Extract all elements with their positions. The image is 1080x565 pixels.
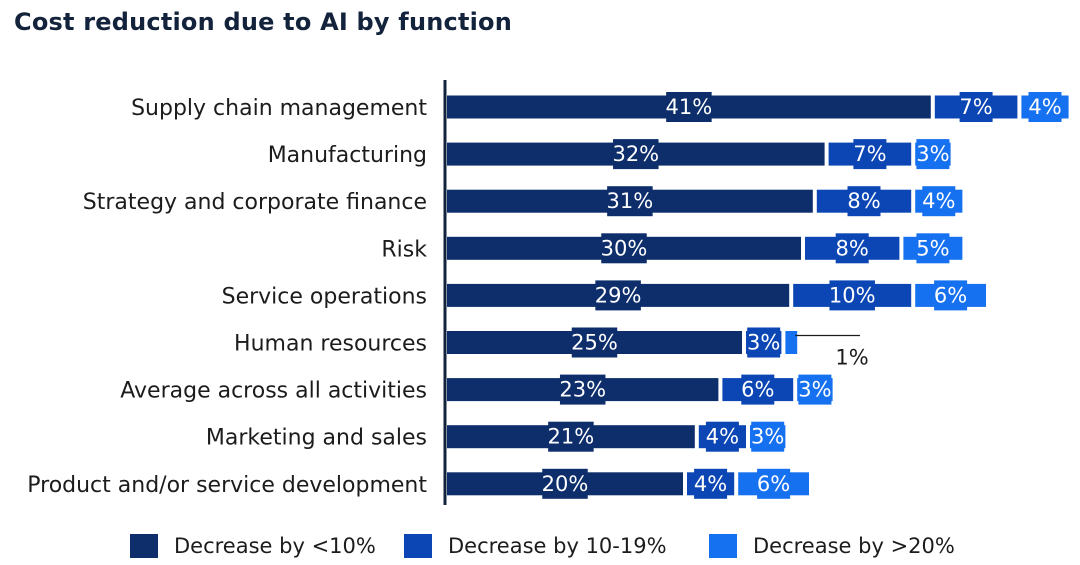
data-label-box-risk-series-3 — [916, 233, 950, 264]
bar-human-resources-series-3 — [785, 331, 798, 354]
data-label-box-manufacturing-series-3 — [916, 139, 950, 170]
data-label-box-supply-chain-management-series-3 — [1028, 92, 1062, 122]
data-label-box-risk-series-2 — [835, 233, 869, 264]
data-label-box-strategy-and-corporate-finance-series-3 — [922, 186, 956, 217]
category-label-product-and-or-service-development: Product and/or service development — [27, 473, 427, 498]
data-label-box-human-resources-series-2 — [747, 327, 781, 358]
legend-item-3: Decrease by >20% — [709, 534, 955, 558]
data-label-box-human-resources-series-1 — [571, 327, 618, 358]
data-label-manufacturing-series-2: 7% — [853, 142, 886, 166]
data-label-box-strategy-and-corporate-finance-series-1 — [607, 186, 653, 217]
data-label-box-marketing-and-sales-series-3 — [751, 421, 785, 452]
legend-swatch-1 — [130, 534, 158, 558]
category-label-marketing-and-sales: Marketing and sales — [206, 426, 427, 451]
legend-swatch-3 — [709, 534, 737, 558]
data-label-marketing-and-sales-series-3: 3% — [751, 425, 784, 449]
data-label-manufacturing-series-1: 32% — [612, 142, 659, 166]
data-label-box-risk-series-1 — [601, 233, 647, 264]
category-label-supply-chain-management: Supply chain management — [131, 96, 427, 121]
data-label-human-resources-series-3: 1% — [835, 346, 868, 370]
data-label-box-product-and-or-service-development-series-3 — [757, 468, 791, 499]
data-label-box-product-and-or-service-development-series-1 — [542, 468, 588, 499]
data-label-strategy-and-corporate-finance-series-3: 4% — [922, 189, 955, 213]
data-label-box-service-operations-series-1 — [595, 280, 641, 311]
data-label-supply-chain-management-series-2: 7% — [959, 95, 992, 119]
data-label-service-operations-series-3: 6% — [934, 283, 967, 307]
data-label-box-average-across-all-activities-series-3 — [798, 374, 832, 405]
category-label-human-resources: Human resources — [234, 332, 427, 357]
data-label-box-marketing-and-sales-series-2 — [705, 421, 739, 452]
data-label-box-manufacturing-series-1 — [613, 139, 659, 170]
data-label-box-product-and-or-service-development-series-2 — [694, 468, 728, 499]
data-label-marketing-and-sales-series-2: 4% — [706, 425, 739, 449]
data-label-box-manufacturing-series-2 — [853, 139, 887, 170]
data-label-product-and-or-service-development-series-2: 4% — [694, 472, 727, 496]
data-label-product-and-or-service-development-series-1: 20% — [542, 472, 589, 496]
data-label-risk-series-3: 5% — [916, 236, 949, 260]
data-label-service-operations-series-2: 10% — [829, 283, 876, 307]
data-label-human-resources-series-2: 3% — [747, 331, 780, 355]
legend-label-1: Decrease by <10% — [174, 534, 376, 558]
data-label-supply-chain-management-series-1: 41% — [666, 95, 713, 119]
data-label-strategy-and-corporate-finance-series-2: 8% — [847, 189, 880, 213]
data-label-box-supply-chain-management-series-2 — [959, 92, 993, 122]
data-label-box-service-operations-series-3 — [934, 280, 968, 311]
legend-label-3: Decrease by >20% — [753, 534, 955, 558]
data-label-manufacturing-series-3: 3% — [916, 142, 949, 166]
data-label-human-resources-series-1: 25% — [571, 331, 618, 355]
legend-swatch-2 — [404, 534, 432, 558]
category-label-manufacturing: Manufacturing — [268, 143, 427, 168]
data-label-box-strategy-and-corporate-finance-series-2 — [847, 186, 881, 217]
data-label-risk-series-1: 30% — [601, 236, 648, 260]
data-label-supply-chain-management-series-3: 4% — [1028, 95, 1061, 119]
data-label-risk-series-2: 8% — [836, 236, 869, 260]
data-label-box-service-operations-series-2 — [829, 280, 875, 311]
data-label-box-average-across-all-activities-series-1 — [559, 374, 606, 405]
category-label-strategy-and-corporate-finance: Strategy and corporate finance — [83, 190, 427, 215]
data-label-average-across-all-activities-series-2: 6% — [741, 378, 774, 402]
legend-item-1: Decrease by <10% — [130, 534, 376, 558]
data-label-box-marketing-and-sales-series-1 — [548, 421, 594, 452]
data-label-service-operations-series-1: 29% — [595, 283, 642, 307]
chart-title: Cost reduction due to AI by function — [14, 8, 513, 36]
category-label-service-operations: Service operations — [222, 284, 427, 309]
legend-label-2: Decrease by 10-19% — [448, 534, 667, 558]
legend: Decrease by <10% Decrease by 10-19% Decrea… — [0, 534, 1080, 564]
data-label-average-across-all-activities-series-3: 3% — [798, 378, 831, 402]
bar-chart: Supply chain management 41% 7% 4% Manufactur… — [27, 80, 1069, 505]
data-label-product-and-or-service-development-series-3: 6% — [757, 472, 790, 496]
data-label-strategy-and-corporate-finance-series-1: 31% — [607, 189, 654, 213]
data-label-average-across-all-activities-series-1: 23% — [559, 378, 606, 402]
category-label-risk: Risk — [381, 237, 427, 262]
data-label-box-average-across-all-activities-series-2 — [741, 374, 775, 405]
category-label-average-across-all-activities: Average across all activities — [120, 379, 427, 404]
data-label-marketing-and-sales-series-1: 21% — [548, 425, 595, 449]
legend-item-2: Decrease by 10-19% — [404, 534, 667, 558]
data-label-box-supply-chain-management-series-1 — [666, 92, 712, 122]
